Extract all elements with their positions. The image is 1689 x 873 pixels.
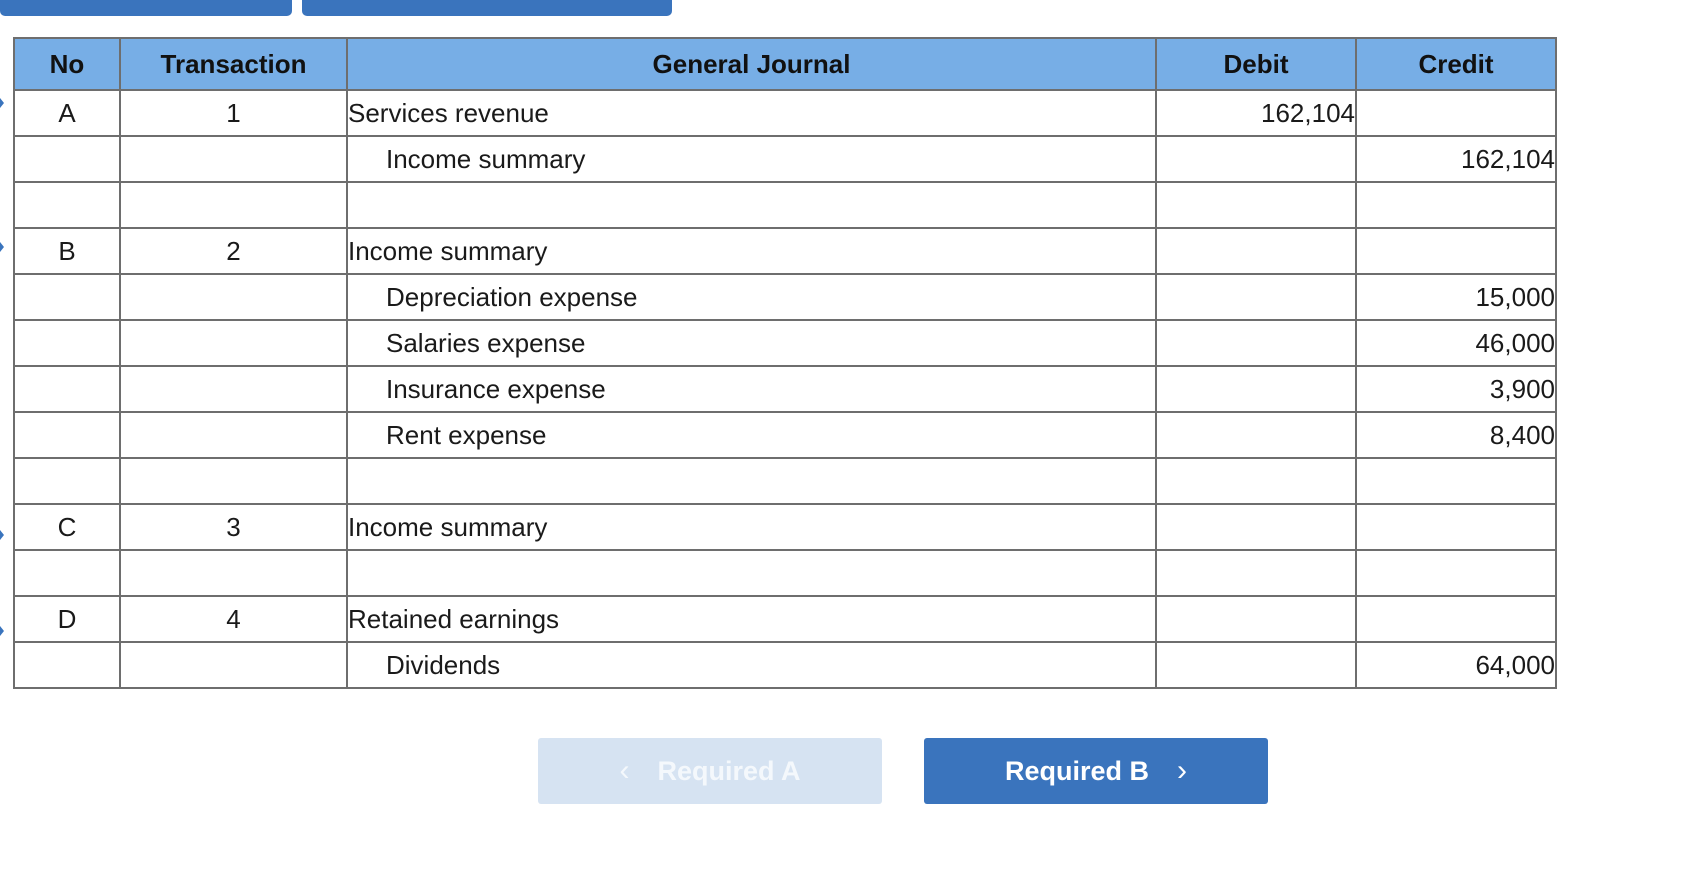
cell-credit[interactable] [1355, 595, 1557, 643]
cell-account[interactable]: Rent expense [346, 411, 1157, 459]
cell-debit[interactable] [1155, 227, 1357, 275]
cell-account[interactable]: Dividends [346, 641, 1157, 689]
table-row [13, 549, 1557, 597]
column-header-no: No [13, 37, 121, 91]
cell-credit[interactable] [1355, 227, 1557, 275]
cell-no [13, 319, 121, 367]
cell-account[interactable]: Income summary [346, 135, 1157, 183]
cell-credit[interactable] [1355, 457, 1557, 505]
table-row: C 3 Income summary [13, 503, 1557, 551]
column-header-general-journal: General Journal [346, 37, 1157, 91]
table-row: B 2 Income summary [13, 227, 1557, 275]
chevron-right-icon: › [1177, 754, 1188, 787]
cell-account[interactable] [346, 549, 1157, 597]
cell-transaction [119, 457, 348, 505]
cell-transaction: 3 [119, 503, 348, 551]
cell-debit[interactable] [1155, 273, 1357, 321]
table-header-row: No Transaction General Journal Debit Cre… [13, 37, 1557, 91]
cell-account[interactable]: Income summary [346, 227, 1157, 275]
cell-no: C [13, 503, 121, 551]
cell-transaction [119, 181, 348, 229]
cell-credit[interactable]: 3,900 [1355, 365, 1557, 413]
table-row: Rent expense 8,400 [13, 411, 1557, 459]
cell-credit[interactable]: 15,000 [1355, 273, 1557, 321]
cell-no: D [13, 595, 121, 643]
required-b-label: Required B [1004, 755, 1150, 786]
cell-debit[interactable] [1155, 549, 1357, 597]
cell-credit[interactable]: 162,104 [1355, 135, 1557, 183]
required-a-button[interactable]: ‹ Required A [538, 738, 882, 804]
chevron-left-icon: ‹ [619, 754, 630, 787]
column-header-debit: Debit [1155, 37, 1357, 91]
table-row: Salaries expense 46,000 [13, 319, 1557, 367]
general-journal-table: No Transaction General Journal Debit Cre… [13, 37, 1557, 689]
cell-transaction [119, 641, 348, 689]
table-row: D 4 Retained earnings [13, 595, 1557, 643]
cell-transaction [119, 319, 348, 367]
cell-debit[interactable] [1155, 319, 1357, 367]
cell-account[interactable] [346, 181, 1157, 229]
cell-transaction [119, 273, 348, 321]
cell-account[interactable] [346, 457, 1157, 505]
table-row: Depreciation expense 15,000 [13, 273, 1557, 321]
row-marker-icon [0, 530, 4, 540]
cell-transaction [119, 549, 348, 597]
cell-no [13, 549, 121, 597]
cell-no [13, 457, 121, 505]
cell-debit[interactable] [1155, 135, 1357, 183]
cell-debit[interactable] [1155, 457, 1357, 505]
cell-account[interactable]: Insurance expense [346, 365, 1157, 413]
cell-debit[interactable] [1155, 411, 1357, 459]
cell-account[interactable]: Salaries expense [346, 319, 1157, 367]
cell-credit[interactable] [1355, 181, 1557, 229]
row-marker-icon [0, 626, 4, 636]
required-b-button[interactable]: Required B › [924, 738, 1268, 804]
cell-account[interactable]: Services revenue [346, 89, 1157, 137]
cell-no [13, 641, 121, 689]
cell-no: B [13, 227, 121, 275]
table-row: Dividends 64,000 [13, 641, 1557, 689]
cell-transaction [119, 365, 348, 413]
cell-account[interactable]: Retained earnings [346, 595, 1157, 643]
cell-transaction [119, 411, 348, 459]
table-row [13, 181, 1557, 229]
cell-no [13, 365, 121, 413]
table-row: Insurance expense 3,900 [13, 365, 1557, 413]
required-a-label: Required A [657, 755, 801, 786]
top-tab-left[interactable] [0, 0, 292, 16]
table-row: A 1 Services revenue 162,104 [13, 89, 1557, 137]
cell-transaction: 4 [119, 595, 348, 643]
cell-no [13, 135, 121, 183]
cell-debit[interactable] [1155, 365, 1357, 413]
cell-debit[interactable] [1155, 595, 1357, 643]
cell-no [13, 411, 121, 459]
cell-credit[interactable]: 46,000 [1355, 319, 1557, 367]
top-tab-right[interactable] [302, 0, 672, 16]
table-row [13, 457, 1557, 505]
column-header-credit: Credit [1355, 37, 1557, 91]
cell-transaction: 2 [119, 227, 348, 275]
cell-no [13, 273, 121, 321]
cell-account[interactable]: Depreciation expense [346, 273, 1157, 321]
cell-debit[interactable] [1155, 503, 1357, 551]
cell-credit[interactable] [1355, 89, 1557, 137]
cell-credit[interactable]: 64,000 [1355, 641, 1557, 689]
cell-debit[interactable] [1155, 641, 1357, 689]
cell-debit[interactable] [1155, 181, 1357, 229]
cell-no: A [13, 89, 121, 137]
cell-debit[interactable]: 162,104 [1155, 89, 1357, 137]
cell-credit[interactable] [1355, 503, 1557, 551]
column-header-transaction: Transaction [119, 37, 348, 91]
cell-account[interactable]: Income summary [346, 503, 1157, 551]
cell-no [13, 181, 121, 229]
cell-credit[interactable]: 8,400 [1355, 411, 1557, 459]
row-marker-icon [0, 98, 4, 108]
cell-transaction [119, 135, 348, 183]
cell-transaction: 1 [119, 89, 348, 137]
cell-credit[interactable] [1355, 549, 1557, 597]
table-row: Income summary 162,104 [13, 135, 1557, 183]
row-marker-icon [0, 242, 4, 252]
